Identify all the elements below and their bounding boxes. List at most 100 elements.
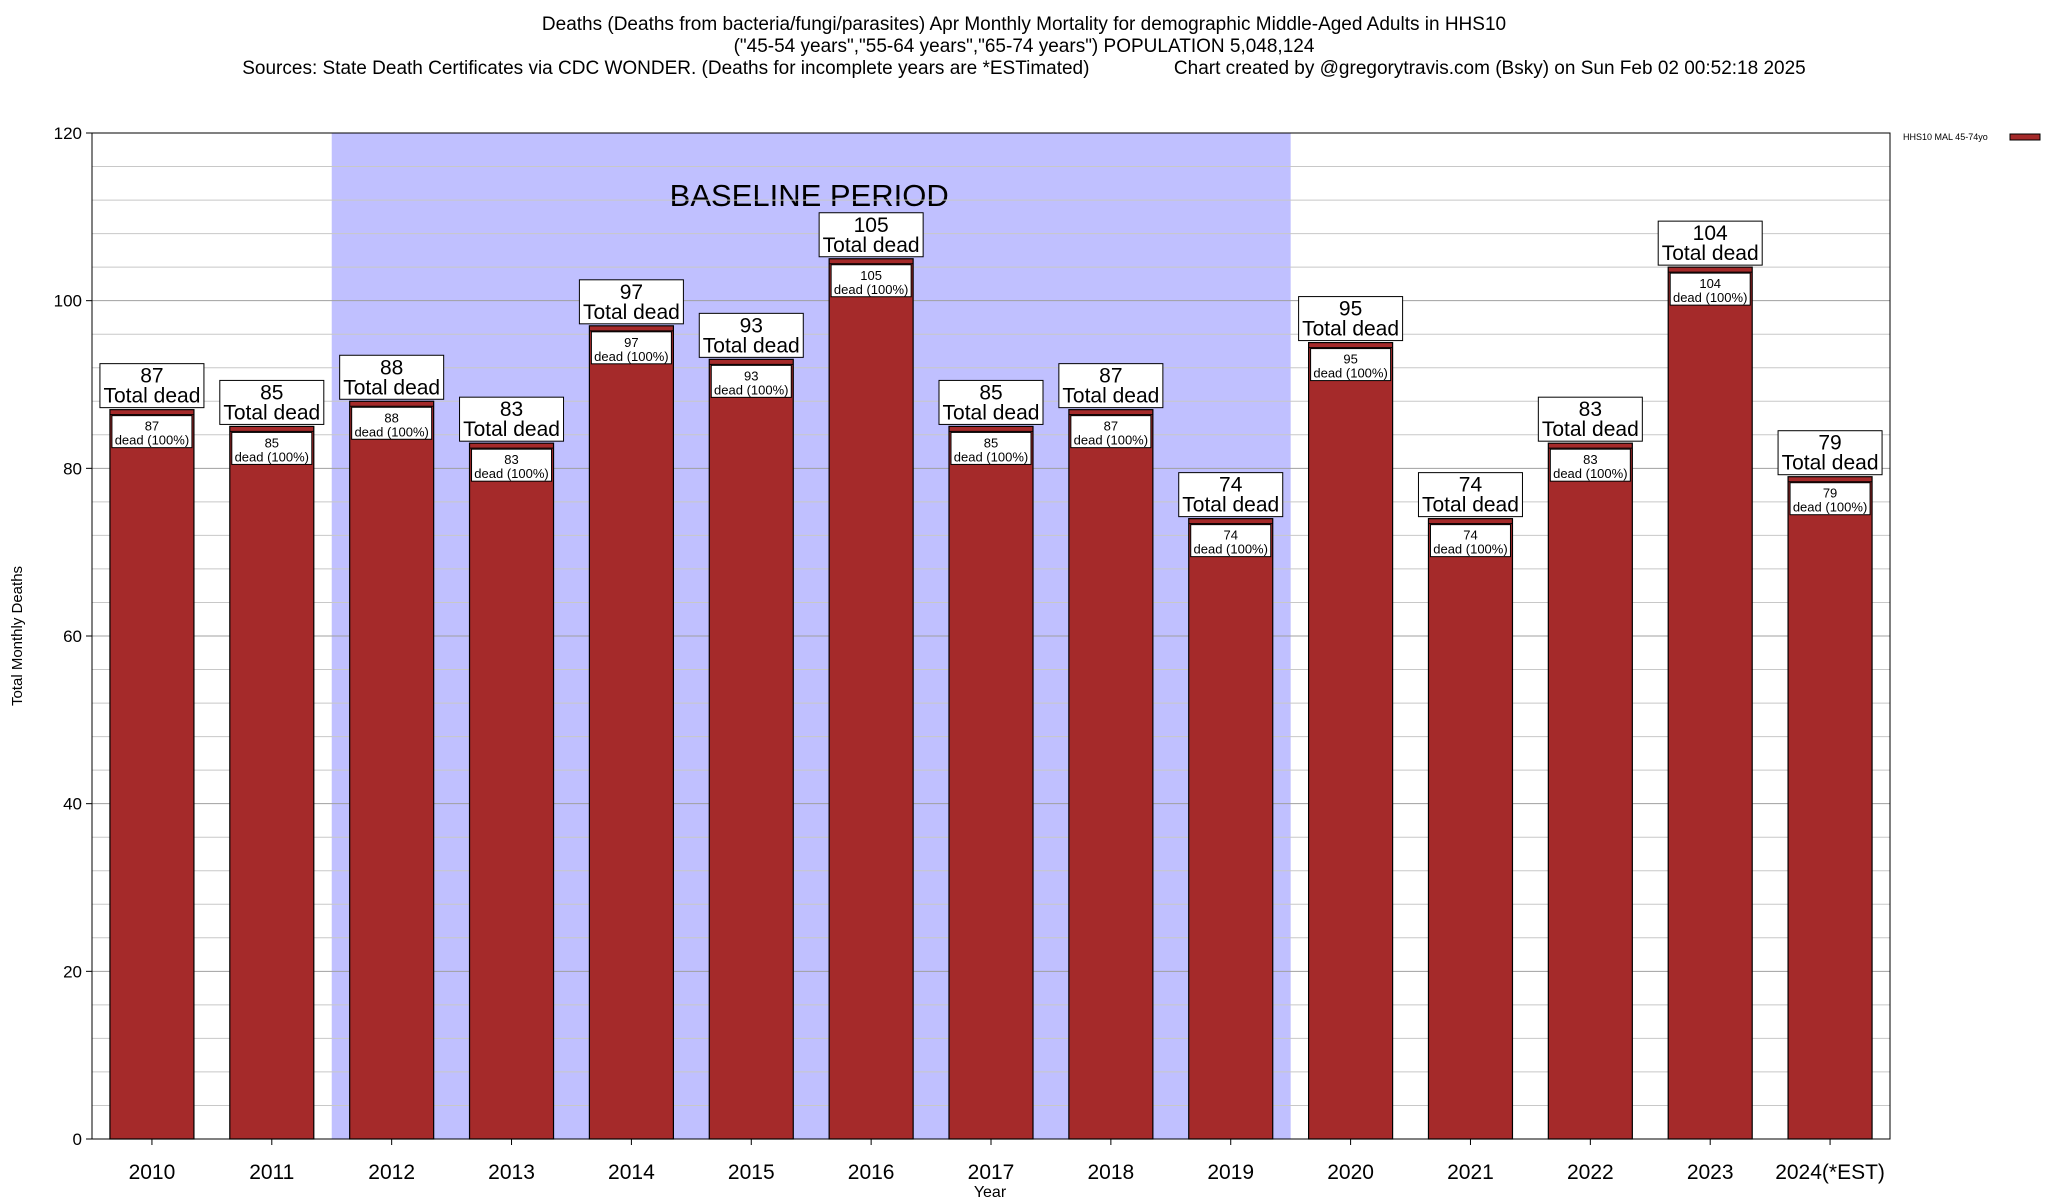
bar-inner-value: 74 — [1463, 528, 1477, 543]
bar-inner-value: 87 — [145, 419, 159, 434]
bar-total-value: 105 — [854, 214, 889, 237]
bar-inner-label-box — [231, 431, 313, 465]
y-tick-label: 60 — [63, 627, 82, 646]
bar-total-value: 104 — [1693, 222, 1728, 245]
x-tick-label: 2023 — [1687, 1161, 1734, 1184]
x-tick-label: 2014 — [608, 1161, 655, 1184]
bar-inner-value: 105 — [860, 268, 882, 283]
bar-inner-label-box — [1310, 348, 1392, 382]
bar-inner-percent: dead (100%) — [1793, 500, 1867, 515]
bar-inner-percent: dead (100%) — [354, 424, 428, 439]
bar-total-value: 74 — [1459, 474, 1483, 497]
bar — [468, 442, 555, 1140]
bar-total-label: Total dead — [1062, 385, 1159, 408]
bar-total-value: 83 — [1579, 398, 1602, 421]
bar-inner-value: 83 — [1583, 452, 1597, 467]
bar-inner-label-box — [471, 448, 553, 482]
bar-total-value: 87 — [140, 365, 163, 388]
title-line-2: ("45-54 years","55-64 years","65-74 year… — [733, 36, 1315, 57]
bar-inner-percent: dead (100%) — [954, 449, 1028, 464]
y-axis-label: Total Monthly Deaths — [9, 566, 26, 706]
bar-total-label: Total dead — [823, 234, 920, 257]
bar-inner-percent: dead (100%) — [1433, 542, 1507, 557]
bar-inner-percent: dead (100%) — [1074, 433, 1148, 448]
bar-total-label: Total dead — [583, 301, 680, 324]
bar — [1068, 409, 1154, 1140]
bar-inner-value: 104 — [1699, 276, 1721, 291]
x-tick-label: 2012 — [368, 1161, 415, 1184]
bar-total-label-box — [1058, 363, 1164, 409]
bar-inner-value: 87 — [1104, 419, 1118, 434]
bar-inner-percent: dead (100%) — [1553, 466, 1627, 481]
x-tick-label: 2022 — [1567, 1161, 1614, 1184]
y-tick-label: 0 — [73, 1130, 82, 1149]
bar-total-label: Total dead — [343, 376, 440, 399]
bar-inner-label-box — [1669, 272, 1751, 306]
bar — [1667, 266, 1753, 1140]
bar-total-label: Total dead — [103, 385, 200, 408]
bar-total-label-box — [1178, 472, 1284, 518]
bar — [708, 358, 794, 1140]
bar-inner-percent: dead (100%) — [235, 449, 309, 464]
bar-inner-value: 85 — [984, 435, 998, 450]
bar-total-label: Total dead — [1302, 318, 1399, 341]
bar-inner-value: 88 — [384, 410, 398, 425]
bar-total-label: Total dead — [223, 401, 320, 424]
legend-swatch — [2009, 133, 2041, 141]
bar-total-label-box — [1777, 430, 1883, 476]
x-tick-label: 2024(*EST) — [1775, 1161, 1885, 1184]
bar-inner-label-box — [830, 264, 912, 298]
bar-total-value: 85 — [979, 381, 1002, 404]
x-tick-label: 2017 — [968, 1161, 1015, 1184]
y-tick-label: 80 — [63, 459, 82, 478]
bar-inner-label-box — [1429, 524, 1511, 558]
bar-total-label-box — [938, 379, 1044, 425]
title-line-3: Sources: State Death Certificates via CD… — [242, 58, 1806, 79]
bar — [588, 325, 675, 1140]
bar-inner-value: 85 — [265, 435, 279, 450]
bar — [109, 409, 195, 1140]
x-tick-label: 2011 — [249, 1161, 294, 1184]
x-tick-label: 2015 — [728, 1161, 775, 1184]
bar — [1547, 442, 1633, 1140]
bar-inner-value: 97 — [624, 335, 638, 350]
bar-inner-label-box — [590, 331, 672, 365]
bar — [828, 258, 914, 1140]
bar-total-label: Total dead — [1422, 494, 1519, 517]
y-tick-label: 100 — [54, 292, 82, 311]
bar-inner-label-box — [1190, 524, 1272, 558]
bar-inner-label-box — [1789, 482, 1871, 516]
bar-total-label-box — [698, 312, 804, 358]
y-tick-label: 20 — [63, 962, 82, 981]
bar-total-label: Total dead — [943, 401, 1040, 424]
bar — [948, 425, 1034, 1140]
bar-total-label-box — [1657, 220, 1763, 266]
x-tick-label: 2016 — [848, 1161, 895, 1184]
bar-inner-value: 93 — [744, 368, 758, 383]
bar-total-value: 88 — [380, 356, 403, 379]
bar-inner-label-box — [710, 364, 792, 398]
bar-inner-percent: dead (100%) — [834, 282, 908, 297]
bar-total-label-box — [578, 279, 684, 325]
x-tick-label: 2021 — [1447, 1161, 1494, 1184]
bar-total-label-box — [99, 363, 205, 409]
bar-inner-percent: dead (100%) — [1194, 542, 1268, 557]
bar-total-value: 93 — [740, 314, 763, 337]
bar-inner-label-box — [950, 431, 1032, 465]
bar-inner-percent: dead (100%) — [714, 382, 788, 397]
bar — [1188, 518, 1274, 1140]
x-tick-label: 2020 — [1327, 1161, 1374, 1184]
bar-total-label: Total dead — [463, 418, 560, 441]
bar-total-value: 97 — [620, 281, 643, 304]
y-tick-label: 120 — [54, 124, 82, 143]
title-line-1: Deaths (Deaths from bacteria/fungi/paras… — [541, 14, 1507, 35]
bar — [229, 425, 315, 1140]
bar-inner-value: 79 — [1823, 486, 1837, 501]
bar-total-label: Total dead — [1182, 494, 1279, 517]
baseline-period-label: BASELINE PERIOD — [670, 178, 949, 213]
bar-total-label: Total dead — [1542, 418, 1639, 441]
legend-label: HHS10 MAL 45-74yo — [1903, 132, 1988, 142]
chart-title: Deaths (Deaths from bacteria/fungi/paras… — [0, 14, 2048, 80]
bar-inner-label-box — [351, 406, 433, 440]
